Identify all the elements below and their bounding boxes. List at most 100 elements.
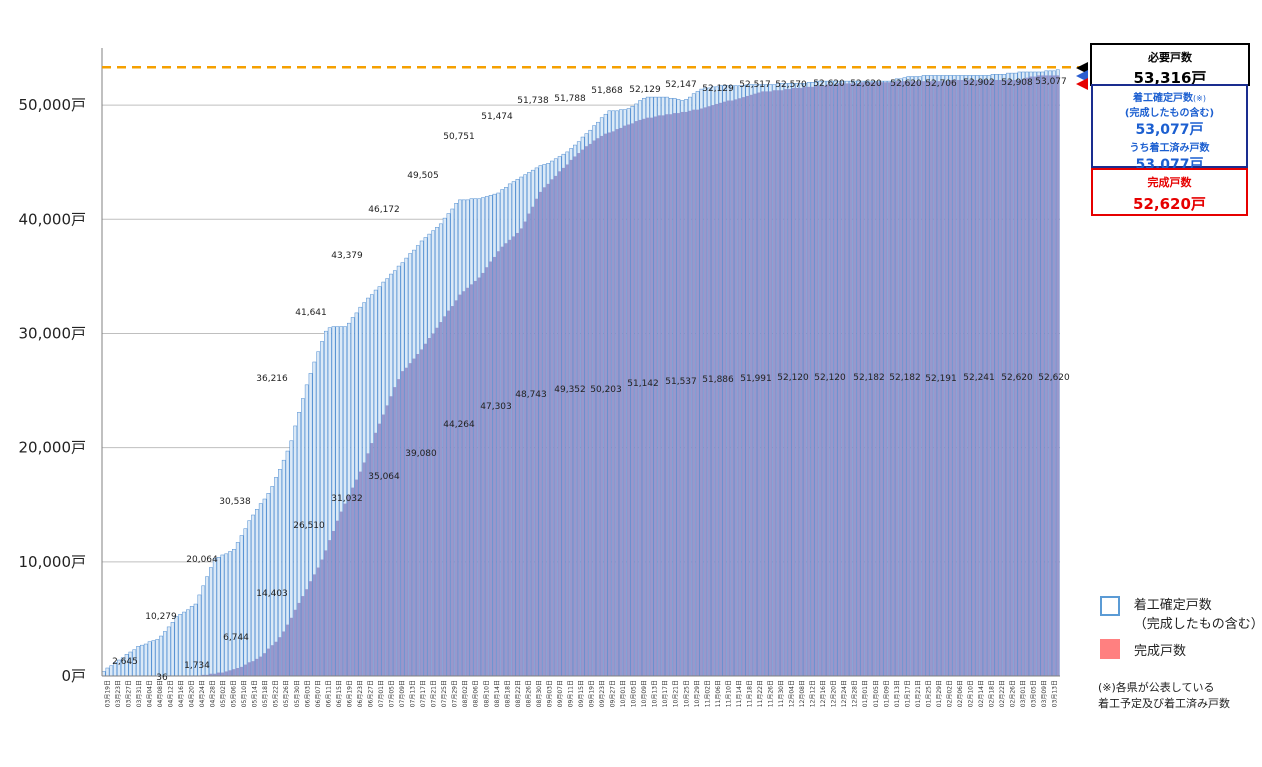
completed-data-label: 52,182	[853, 373, 885, 383]
x-tick-label: 02月14日	[978, 680, 985, 707]
completed-bar	[753, 93, 757, 676]
completed-bar	[1044, 75, 1048, 677]
x-tick-label: 12月20日	[831, 680, 838, 707]
x-tick-label: 02月02日	[946, 680, 953, 707]
completed-bar	[1025, 77, 1029, 677]
completed-bar	[810, 86, 815, 676]
completed-bar	[466, 287, 470, 676]
x-tick-label: 07月17日	[420, 680, 427, 707]
completed-bar	[722, 101, 727, 676]
completed-bar	[596, 138, 600, 677]
confirmed-data-label: 52,908	[1001, 78, 1033, 88]
completed-bar	[255, 658, 259, 676]
x-tick-label: 06月11日	[325, 680, 332, 707]
completed-bar	[485, 267, 489, 676]
x-tick-label: 01月17日	[904, 680, 911, 707]
completed-data-label: 35,064	[368, 472, 400, 482]
confirmed-bar	[224, 553, 229, 677]
completed-bar	[745, 95, 750, 676]
completed-bar	[787, 89, 792, 676]
confirmed-bar	[155, 639, 160, 677]
completed-bar	[642, 118, 646, 676]
completed-bar	[715, 103, 719, 676]
completed-bar	[929, 81, 933, 676]
completed-bar	[757, 92, 761, 677]
x-tick-label: 03月01日	[1020, 680, 1027, 707]
completed-bar	[209, 673, 213, 676]
x-tick-label: 08月06日	[473, 680, 480, 707]
completed-bar	[381, 414, 385, 676]
x-tick-label: 01月29日	[936, 680, 943, 707]
confirmed-bar	[243, 528, 248, 677]
x-tick-label: 07月21日	[431, 680, 438, 707]
completed-bar	[1021, 78, 1025, 676]
completed-bar	[270, 645, 274, 676]
completed-bar	[649, 117, 654, 677]
confirmed-data-label: 52,620	[813, 79, 845, 89]
completed-bar	[546, 183, 550, 677]
completed-bar	[201, 674, 205, 676]
completed-bar	[925, 81, 930, 676]
completed-bar	[358, 471, 362, 676]
completed-bar	[845, 83, 849, 676]
completed-bar	[377, 423, 382, 676]
confirmed-data-label: 52,620	[890, 79, 922, 89]
completed-bar	[692, 109, 696, 676]
confirmed-data-label: 52,902	[963, 78, 995, 88]
x-tick-label: 04月28日	[210, 680, 217, 707]
completed-data-label: 48,743	[515, 390, 547, 400]
completed-bar	[1029, 76, 1033, 676]
completed-bar	[1033, 76, 1037, 676]
completed-bar	[477, 277, 481, 676]
completed-bar	[623, 125, 627, 677]
completed-bar	[259, 656, 263, 676]
completed-bar	[895, 81, 899, 676]
completed-bar	[293, 609, 297, 676]
completed-bar	[1040, 75, 1045, 677]
confirmed-bar	[220, 554, 225, 677]
completed-bar	[672, 113, 677, 677]
confirmed-data-label: 52,147	[665, 80, 697, 90]
confirmed-bar	[262, 498, 267, 677]
completed-bar	[680, 111, 684, 676]
confirmed-bar	[170, 622, 175, 677]
completed-bar	[393, 387, 397, 676]
required-title: 必要戸数	[1148, 51, 1192, 64]
completed-bar	[860, 82, 864, 677]
completed-bar	[228, 670, 232, 676]
confirmed-data-label: 51,474	[481, 112, 513, 122]
footnote: (※)各県が公表している 着工予定及び着工済み戸数	[1098, 680, 1230, 712]
completed-bar	[979, 79, 983, 677]
confirmed-data-label: 53,077	[1035, 77, 1067, 87]
confirmed-data-label: 52,570	[775, 80, 807, 90]
x-tick-label: 11月18日	[746, 680, 753, 707]
completed-bar	[1010, 79, 1014, 677]
completed-bar	[906, 81, 910, 676]
completed-data-label: 51,991	[740, 374, 772, 384]
completed-bar	[404, 367, 408, 676]
x-tick-label: 06月15日	[336, 680, 343, 707]
completed-data-label: 49,352	[554, 385, 586, 395]
x-tick-label: 05月26日	[283, 680, 290, 707]
x-tick-label: 08月14日	[494, 680, 501, 707]
completed-bar	[420, 349, 424, 676]
completed-bar	[638, 119, 642, 676]
completed-bar	[331, 530, 336, 676]
confirmed-data-label: 50,751	[443, 132, 475, 142]
x-tick-label: 07月29日	[452, 680, 459, 707]
completed-bar	[500, 246, 504, 676]
completed-bar	[1006, 79, 1010, 677]
confirmed-data-label: 52,517	[739, 80, 771, 90]
required-count-box: 必要戸数 53,316戸	[1090, 43, 1250, 87]
confirmed-data-label: 36,216	[256, 374, 288, 384]
completed-bar	[879, 82, 884, 677]
x-tick-label: 04月12日	[167, 680, 174, 707]
completed-bar	[784, 89, 788, 676]
completed-bar	[1002, 79, 1006, 677]
completed-bar	[412, 358, 416, 676]
completed-data-label: 50,203	[590, 385, 622, 395]
legend-swatch-confirmed	[1100, 596, 1120, 616]
x-tick-label: 01月25日	[925, 680, 932, 707]
x-tick-label: 04月08日	[157, 680, 164, 707]
completed-bar	[956, 79, 960, 677]
